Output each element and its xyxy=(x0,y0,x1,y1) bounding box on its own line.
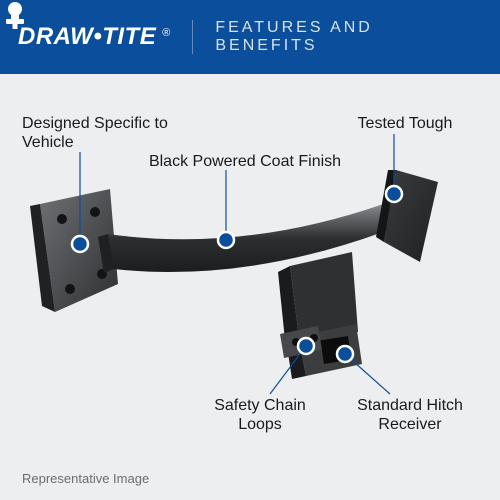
reg-mark: ® xyxy=(162,27,170,39)
diagram-canvas: Designed Specific to Vehicle Black Power… xyxy=(0,74,500,500)
callout-black-finish: Black Powered Coat Finish xyxy=(140,152,350,171)
logo: DRAW•TITE ® xyxy=(18,23,170,51)
tagline: FEATURES AND BENEFITS xyxy=(215,19,482,55)
brand-text: DRAW•TITE xyxy=(18,23,156,51)
callout-tested-tough: Tested Tough xyxy=(340,114,470,133)
callout-designed-specific: Designed Specific to Vehicle xyxy=(22,114,182,152)
callout-safety-chain: Safety Chain Loops xyxy=(200,396,320,434)
header-divider xyxy=(192,20,193,54)
representative-note: Representative Image xyxy=(22,471,149,486)
callout-hitch-receiver: Standard Hitch Receiver xyxy=(340,396,480,434)
hitch-ball-icon xyxy=(0,0,30,30)
header: DRAW•TITE ® FEATURES AND BENEFITS xyxy=(0,0,500,74)
